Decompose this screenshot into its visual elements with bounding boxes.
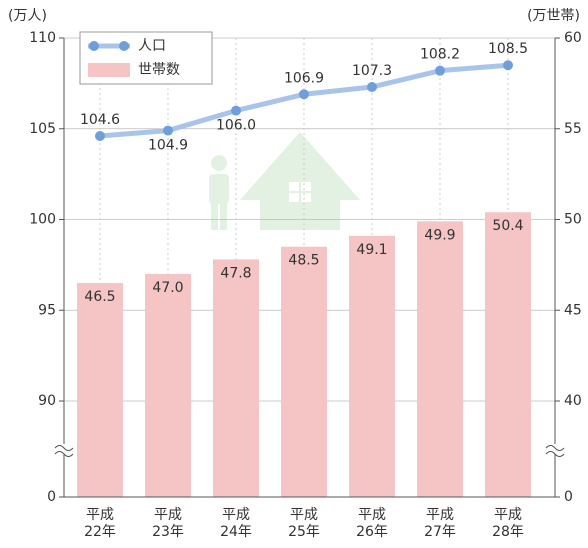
x-tick-label: 平成 28年 [492, 507, 524, 540]
axis-break [54, 451, 74, 457]
legend-swatch [88, 63, 130, 77]
line-marker [435, 65, 445, 76]
y2-tick-label: 60 [564, 30, 582, 46]
y2-tick-label: 40 [564, 393, 582, 409]
line-marker [231, 105, 241, 116]
bar-value-label: 49.1 [356, 242, 387, 258]
bar [349, 235, 395, 497]
y-tick-label: 90 [38, 393, 56, 409]
y-tick-label: 110 [29, 30, 56, 46]
line-value-label: 108.2 [420, 47, 460, 63]
line-value-label: 106.0 [216, 118, 256, 134]
bar [77, 283, 123, 497]
line-value-label: 107.3 [352, 63, 392, 79]
bar-value-label: 49.9 [424, 227, 455, 243]
y2-axis-label: (万世帯) [527, 8, 580, 24]
bar [281, 246, 327, 497]
line-value-label: 104.9 [148, 138, 188, 154]
bar-value-label: 47.8 [220, 265, 251, 281]
bar [145, 273, 191, 497]
y-tick-label: 100 [29, 212, 56, 228]
line-marker [163, 125, 173, 136]
y2-tick-label: 55 [564, 121, 582, 137]
bar [417, 221, 463, 497]
x-tick-label: 平成 25年 [288, 507, 320, 540]
bar-value-label: 48.5 [288, 253, 319, 269]
legend-swatch-marker [89, 41, 99, 51]
x-tick-label: 平成 26年 [356, 507, 388, 540]
line-value-label: 108.5 [488, 41, 528, 57]
legend-label: 世帯数 [138, 62, 180, 78]
axis-break [54, 444, 74, 454]
line-value-label: 106.9 [284, 70, 324, 86]
legend-swatch-marker [119, 41, 129, 51]
bar [213, 259, 259, 497]
line-value-label: 104.6 [80, 112, 120, 128]
x-tick-label: 平成 24年 [220, 507, 252, 540]
y2-tick-label: 0 [564, 489, 573, 505]
x-tick-label: 平成 22年 [84, 507, 116, 540]
decoration [209, 132, 360, 230]
y-tick-label: 105 [29, 121, 56, 137]
line-marker [367, 82, 377, 93]
axis-break [54, 445, 74, 451]
y2-tick-label: 50 [564, 212, 582, 228]
y2-tick-label: 45 [564, 302, 582, 318]
axis-break [545, 445, 565, 451]
bar-value-label: 47.0 [152, 280, 183, 296]
axis-break [545, 451, 565, 457]
x-tick-label: 平成 27年 [424, 507, 456, 540]
bar [485, 212, 531, 498]
axis-break [545, 444, 565, 454]
y-axis-label: (万人) [8, 8, 47, 24]
bar-value-label: 50.4 [492, 218, 523, 234]
line-marker [95, 131, 105, 142]
x-tick-label: 平成 23年 [152, 507, 184, 540]
line-marker [503, 60, 513, 71]
bar-value-label: 46.5 [84, 289, 115, 305]
line-marker [299, 89, 309, 100]
y-tick-label: 0 [47, 489, 56, 505]
y-tick-label: 95 [38, 302, 56, 318]
legend-label: 人口 [138, 38, 166, 54]
